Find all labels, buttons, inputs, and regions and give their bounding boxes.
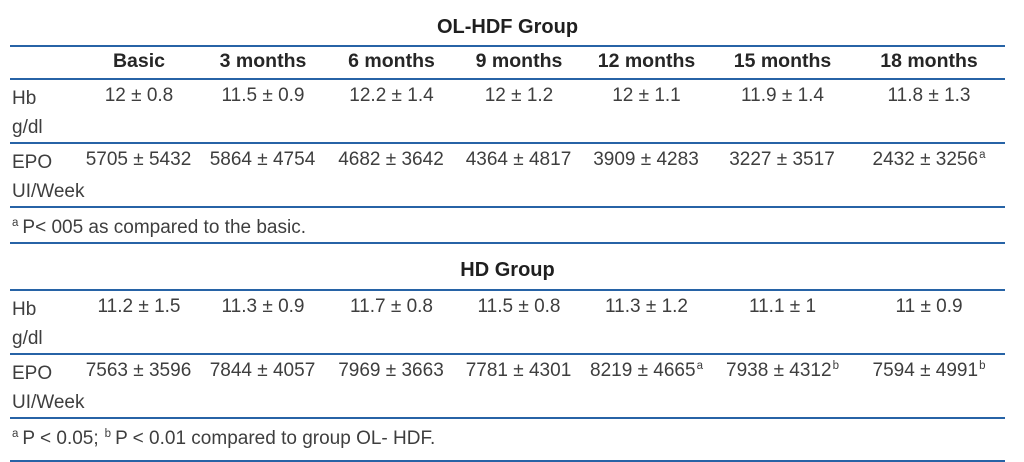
row-label: EPO [12, 363, 53, 384]
row-label: Hb [12, 299, 37, 320]
value-cell: 2432 ± 3256a [872, 148, 986, 170]
value-cell: 11.3 ± 0.9 [221, 296, 305, 317]
header-12-months: 12 months [597, 50, 696, 72]
value-cell: 12 ± 1.2 [484, 85, 554, 106]
value-cell: 11.9 ± 1.4 [741, 85, 824, 106]
value-cell: 7594 ± 4991b [872, 359, 986, 381]
value-cell: 7938 ± 4312b [726, 359, 839, 381]
value-cell: 3909 ± 4283 [593, 149, 699, 170]
value-cell: 12 ± 0.8 [104, 85, 174, 106]
header-basic: Basic [112, 50, 166, 72]
table1-title: OL-HDF Group [436, 16, 579, 38]
row-unit: g/dl [12, 328, 43, 349]
value-cell: 4364 ± 4817 [465, 149, 572, 170]
value-cell: 7563 ± 3596 [85, 360, 192, 381]
value-cell: 12.2 ± 1.4 [349, 85, 434, 106]
footnote-marker-b: b [104, 427, 112, 440]
header-3-months: 3 months [219, 50, 307, 72]
header-9-months: 9 months [475, 50, 563, 72]
row-label: Hb [12, 88, 37, 109]
value-cell: 11 ± 0.9 [895, 296, 963, 317]
row-unit: g/dl [12, 117, 43, 138]
table2-title: HD Group [460, 259, 555, 281]
value-cell: 5705 ± 5432 [85, 149, 192, 170]
value-cell: 11.5 ± 0.9 [221, 85, 305, 106]
table1-epo-row: EPO UI/Week 5705 ± 5432 5864 ± 4754 4682… [10, 143, 1005, 207]
footnote-marker-a: a [12, 216, 19, 229]
table1-hb-row: Hb g/dl 12 ± 0.8 11.5 ± 0.9 12.2 ± 1.4 1… [10, 79, 1005, 143]
value-cell: 11.7 ± 0.8 [350, 296, 433, 317]
value-cell: 11.3 ± 1.2 [605, 296, 688, 317]
table1-footnote: a P< 005 as compared to the basic. [10, 207, 1005, 243]
value-cell: 11.2 ± 1.5 [97, 296, 181, 317]
row-label: EPO [12, 152, 53, 173]
value-cell: 4682 ± 3642 [338, 149, 444, 170]
footnote-text: P< 005 as compared to the basic. [22, 217, 306, 238]
value-cell: 3227 ± 3517 [729, 149, 835, 170]
table-hd: Hb g/dl 11.2 ± 1.5 11.3 ± 0.9 11.7 ± 0.8… [10, 289, 1005, 462]
row-label-hb: Hb g/dl [10, 79, 78, 143]
footnote-text: P < 0.05; [22, 428, 99, 449]
table2-epo-row: EPO UI/Week 7563 ± 3596 7844 ± 4057 7969… [10, 354, 1005, 418]
row-label-epo: EPO UI/Week [10, 354, 85, 418]
value-cell: 7781 ± 4301 [465, 360, 572, 381]
header-18-months: 18 months [880, 50, 978, 72]
value-cell: 8219 ± 4665a [590, 359, 703, 381]
row-label-epo: EPO UI/Week [10, 143, 85, 207]
table1-footnote-row: a P< 005 as compared to the basic. [10, 207, 1005, 243]
header-empty [10, 46, 78, 79]
table2-hb-row: Hb g/dl 11.2 ± 1.5 11.3 ± 0.9 11.7 ± 0.8… [10, 290, 1005, 354]
value-cell: 7969 ± 3663 [338, 360, 444, 381]
value-cell: 5864 ± 4754 [209, 149, 316, 170]
footnote-marker-a: a [12, 427, 19, 440]
row-unit: UI/Week [12, 392, 85, 413]
table-ol-hdf: Basic 3 months 6 months 9 months 12 mont… [10, 45, 1005, 244]
table1-header-row: Basic 3 months 6 months 9 months 12 mont… [10, 46, 1005, 79]
header-15-months: 15 months [733, 50, 832, 72]
value-cell: 11.1 ± 1 [748, 296, 817, 317]
value-cell: 11.5 ± 0.8 [477, 296, 561, 317]
value-cell: 11.8 ± 1.3 [887, 85, 971, 106]
value-cell: 7844 ± 4057 [209, 360, 316, 381]
row-label-hb: Hb g/dl [10, 290, 78, 354]
row-unit: UI/Week [12, 181, 85, 202]
footnote-text: P < 0.01 compared to group OL- HDF. [115, 428, 436, 449]
header-6-months: 6 months [348, 50, 435, 72]
value-cell: 12 ± 1.1 [612, 85, 681, 106]
